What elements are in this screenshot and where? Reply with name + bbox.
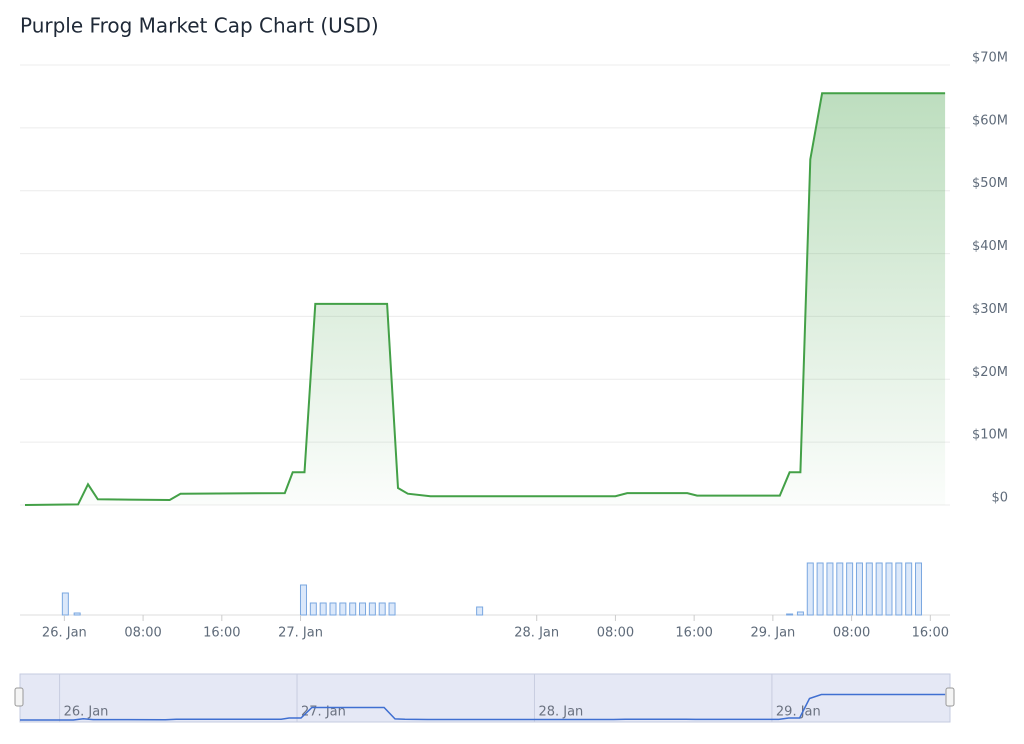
volume-bar	[895, 562, 903, 616]
x-tick-label: 16:00	[675, 626, 712, 641]
volume-bar	[309, 602, 317, 616]
y-tick-label: $50M	[972, 176, 1008, 191]
x-tick-label: 28. Jan	[514, 626, 559, 641]
volume-bar	[786, 613, 794, 616]
volume-bar	[846, 562, 854, 616]
x-tick-label: 27. Jan	[278, 626, 323, 641]
navigator-handle-left[interactable]	[14, 687, 24, 707]
navigator-line	[20, 693, 946, 721]
volume-bar	[339, 602, 347, 616]
volume-bar	[378, 602, 386, 616]
volume-bar	[359, 602, 367, 616]
volume-bar	[806, 562, 814, 616]
navigator-label: 29. Jan	[776, 705, 821, 720]
volume-bar	[319, 602, 327, 616]
volume-bar	[905, 562, 913, 616]
line	[24, 92, 946, 506]
x-tick-label: 08:00	[597, 626, 634, 641]
area-fill	[25, 93, 946, 506]
volume-bar	[388, 602, 396, 616]
navigator-label: 28. Jan	[538, 705, 583, 720]
x-tick-label: 16:00	[912, 626, 949, 641]
volume-bar	[816, 562, 824, 616]
volume-bar	[73, 612, 81, 616]
y-tick-label: $0	[991, 491, 1008, 506]
y-tick-label: $60M	[972, 113, 1008, 128]
volume-bar	[875, 562, 883, 616]
volume-bar	[349, 602, 357, 616]
volume-bar	[826, 562, 834, 616]
volume-bar	[368, 602, 376, 616]
volume-bar	[476, 606, 484, 616]
volume-bar	[885, 562, 893, 616]
volume-bar	[329, 602, 337, 616]
volume-bar	[836, 562, 844, 616]
x-tick-label: 29. Jan	[750, 626, 795, 641]
x-tick-label: 16:00	[203, 626, 240, 641]
volume-bar	[61, 592, 69, 616]
y-tick-label: $20M	[972, 365, 1008, 380]
chart-title: Purple Frog Market Cap Chart (USD)	[20, 14, 379, 38]
y-tick-label: $30M	[972, 302, 1008, 317]
volume-bar	[915, 562, 923, 616]
x-tick-label: 08:00	[124, 626, 161, 641]
x-tick-label: 08:00	[833, 626, 870, 641]
y-tick-label: $10M	[972, 428, 1008, 443]
navigator-label: 26. Jan	[64, 705, 109, 720]
volume-bar	[299, 584, 307, 616]
navigator-handle-right[interactable]	[945, 687, 955, 707]
navigator-window[interactable]	[19, 673, 951, 723]
y-tick-label: $70M	[972, 51, 1008, 66]
x-tick-label: 26. Jan	[42, 626, 87, 641]
volume-bar	[865, 562, 873, 616]
volume-bar	[796, 611, 804, 616]
volume-bar	[855, 562, 863, 616]
y-tick-label: $40M	[972, 239, 1008, 254]
